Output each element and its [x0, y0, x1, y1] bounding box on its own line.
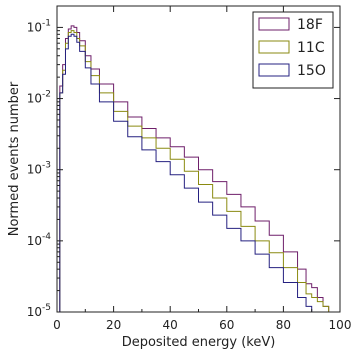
series-11c — [59, 30, 332, 313]
x-tick-label: 60 — [219, 318, 234, 332]
y-tick-label: 10-3 — [27, 161, 51, 177]
x-tick-label: 100 — [329, 318, 352, 332]
series-15o — [59, 33, 315, 313]
legend-swatch-18f — [258, 17, 290, 31]
legend-swatch-15o — [258, 63, 290, 77]
legend-swatch-11c — [258, 40, 290, 54]
legend-label-15o: 15O — [297, 63, 326, 79]
series-18f — [59, 25, 338, 313]
x-tick-label: 20 — [106, 318, 121, 332]
x-axis: 0 20 40 60 80 100 — [53, 6, 351, 332]
x-tick-label: 0 — [53, 318, 61, 332]
x-tick-label: 40 — [163, 318, 178, 332]
y-tick-label: 10-1 — [27, 18, 51, 34]
x-tick-label: 80 — [276, 318, 291, 332]
legend-label-18f: 18F — [297, 17, 323, 33]
legend: 18F 11C 15O — [252, 11, 334, 89]
y-axis-title: Normed events number — [7, 81, 22, 236]
series-line-15o — [59, 33, 315, 313]
legend-label-11c: 11C — [297, 40, 325, 56]
series-line-18f — [59, 25, 338, 313]
y-tick-label: 10-5 — [27, 303, 51, 319]
series-line-11c — [59, 30, 332, 313]
series-layer — [59, 25, 338, 313]
y-tick-label: 10-4 — [27, 232, 52, 248]
y-axis: 10-1 10-2 10-3 10-4 10-5 — [27, 5, 340, 319]
y-tick-label: 10-2 — [27, 90, 51, 106]
x-axis-title: Deposited energy (keV) — [122, 335, 276, 350]
